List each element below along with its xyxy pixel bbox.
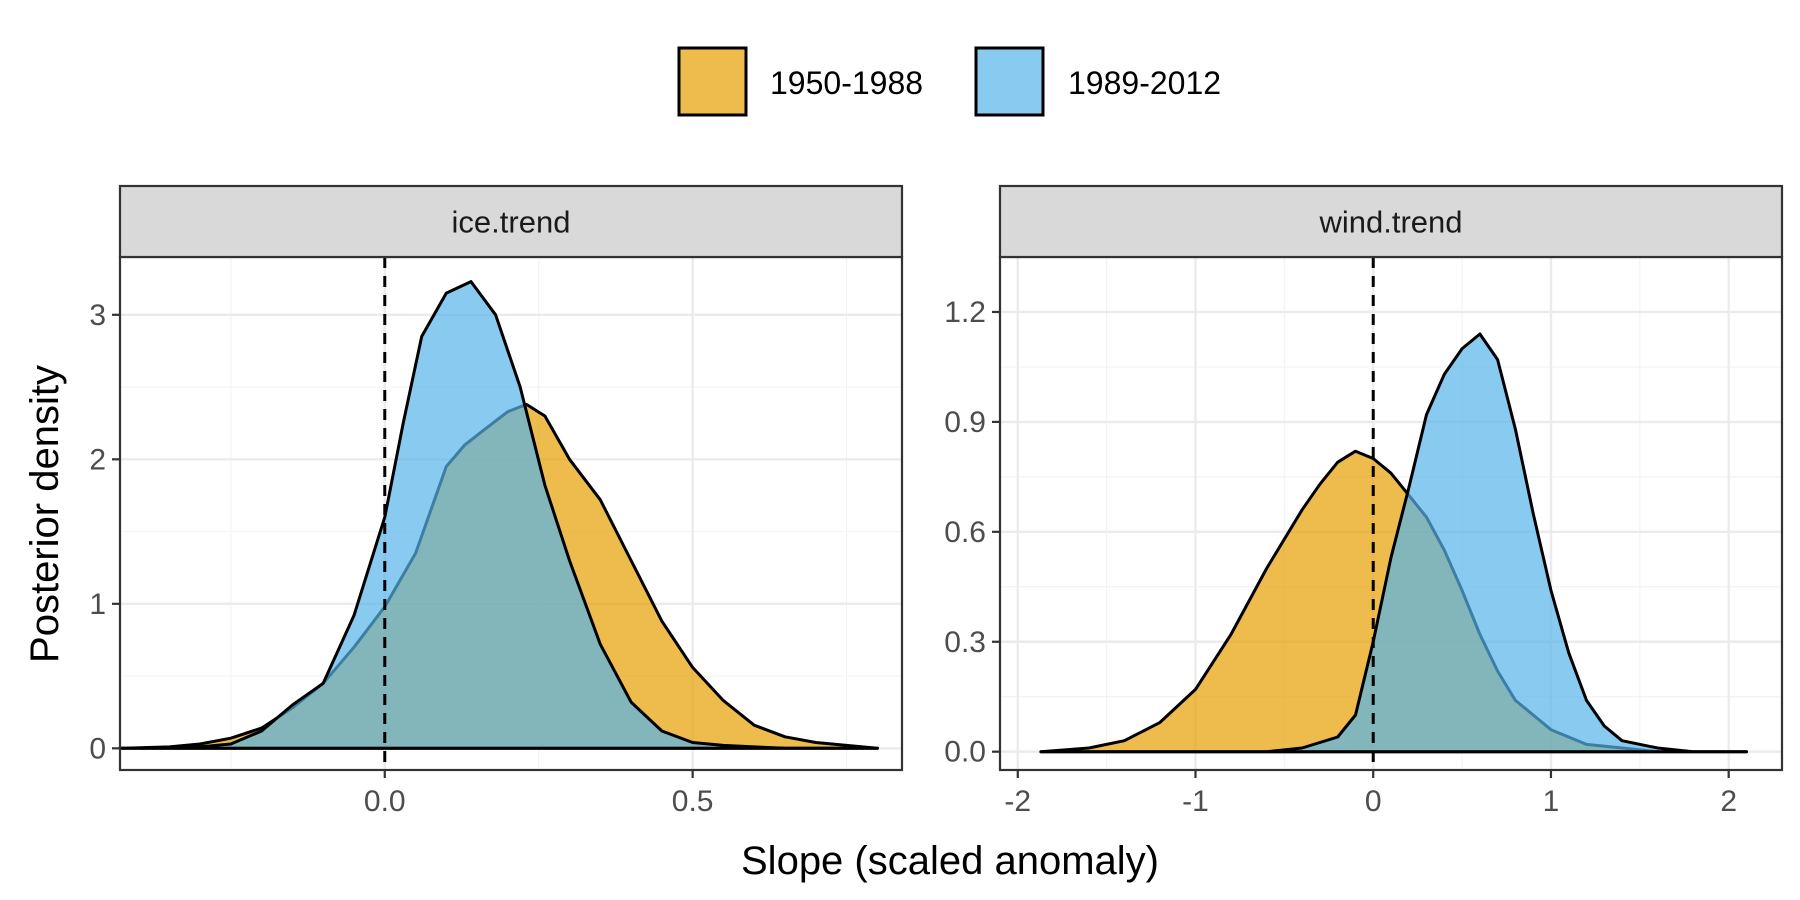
y-tick-label: 1.2 [944,296,986,329]
legend: 1950-1988 1989-2012 [677,46,1221,117]
legend-swatch-1950-1988 [677,46,748,117]
y-tick-label: 1 [89,588,106,621]
facet-panel-ice-trend: ice.trend 0.0 0.5 0 1 2 3 [89,184,904,818]
x-tick-label: 0 [1365,785,1382,818]
y-tick-label: 3 [89,299,106,332]
legend-label-1950-1988: 1950-1988 [770,65,923,101]
y-tick-label: 0.6 [944,516,986,549]
density-area-1989-2012 [118,280,879,750]
facet-strip [118,184,904,259]
x-tick-label: 2 [1720,785,1737,818]
y-tick-label: 0 [89,732,106,765]
y-tick-label: 0.0 [944,736,986,769]
x-tick-label: -2 [1004,785,1031,818]
x-tick-label: -1 [1182,785,1209,818]
facet-panel-wind-trend: wind.trend -2 -1 0 1 2 0.0 0.3 0.6 0.9 1.2 [944,184,1784,818]
x-tick-label: 0.5 [672,785,714,818]
legend-label-1989-2012: 1989-2012 [1068,65,1221,101]
x-tick-label: 0.0 [364,785,406,818]
y-tick-label: 0.9 [944,406,986,439]
legend-swatch-1989-2012 [974,46,1045,117]
y-axis-title: Posterior density [23,365,67,663]
facet-strip-label: ice.trend [452,205,571,240]
y-tick-label: 0.3 [944,626,986,659]
x-tick-label: 1 [1543,785,1560,818]
facet-panels: ice.trend 0.0 0.5 0 1 2 3 wind.trend -2 -1 0 1 2 0.0 0… [89,184,1784,818]
x-axis-title: Slope (scaled anomaly) [741,839,1159,883]
facet-strip-label: wind.trend [1318,205,1462,240]
density-area-1989-2012 [1039,332,1748,754]
facet-strip [998,184,1784,259]
y-tick-label: 2 [89,443,106,476]
